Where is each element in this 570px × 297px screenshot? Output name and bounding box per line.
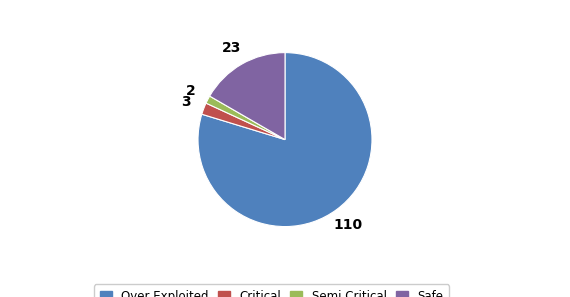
Wedge shape: [206, 96, 285, 140]
Ellipse shape: [210, 137, 360, 156]
Wedge shape: [210, 53, 285, 140]
Text: 23: 23: [222, 41, 242, 55]
Text: 3: 3: [181, 95, 190, 109]
Text: 2: 2: [186, 84, 196, 98]
Legend: Over Exploited, Critical, Semi Critical, Safe: Over Exploited, Critical, Semi Critical,…: [94, 284, 449, 297]
Text: 110: 110: [333, 218, 363, 232]
Wedge shape: [198, 53, 372, 227]
Wedge shape: [202, 103, 285, 140]
